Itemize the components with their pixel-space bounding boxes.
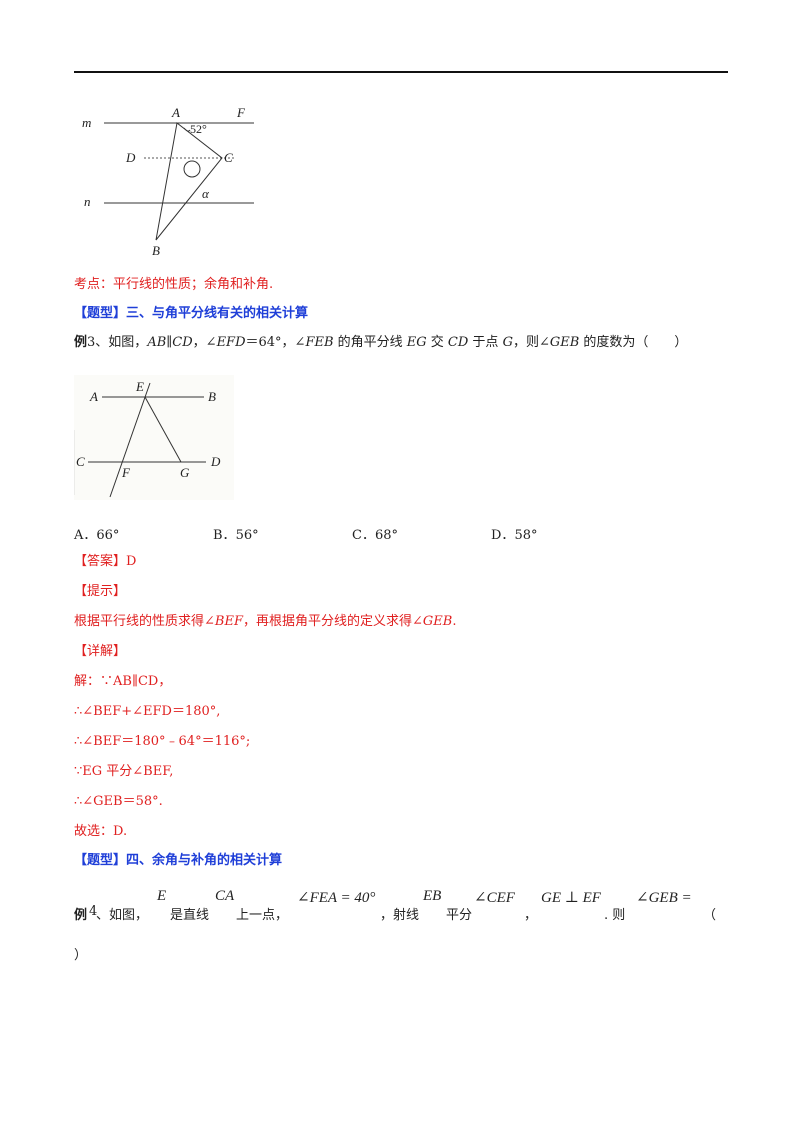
example-4-text-6: ，: [524, 908, 538, 923]
example-4-angle-cef: ∠CEF: [474, 890, 515, 906]
example-4-number: 4: [89, 904, 98, 919]
example-3-feb: FEB: [305, 335, 334, 350]
fig2-label-c: C: [76, 454, 85, 469]
example-4-text-1: 、如图，: [96, 908, 149, 923]
example-4-text-8: （: [703, 908, 717, 923]
option-b[interactable]: B．56°: [213, 524, 259, 543]
fig1-angle-52: 52°: [190, 122, 207, 136]
option-d[interactable]: D．58°: [491, 524, 537, 543]
example-4-text-7: . 则: [604, 908, 626, 923]
hint-text-c: ，再根据角平分线的定义求得∠: [242, 614, 423, 629]
fig2-label-g: G: [180, 465, 190, 480]
header-rule: [74, 71, 728, 73]
solution-step-4: ∵EG 平分∠BEF,: [74, 764, 174, 779]
example-3-geb: GEB: [549, 335, 580, 350]
example-4-prefix: 例: [74, 908, 88, 923]
answer-label: 【答案】: [74, 554, 127, 569]
hint-text: 根据平行线的性质求得∠BEF，再根据角平分线的定义求得∠GEB.: [74, 613, 456, 631]
option-b-value: 56°: [235, 528, 259, 543]
hint-text-a: 根据平行线的性质求得∠: [74, 614, 215, 629]
fig2-label-e: E: [135, 379, 144, 394]
example-3-cd-2: CD: [447, 335, 469, 350]
example-4-text-5: 平分: [446, 908, 473, 923]
example-4-e: E: [157, 888, 167, 904]
option-c[interactable]: C．68°: [352, 524, 398, 543]
hint-text-geb: GEB: [422, 614, 453, 629]
example-4-text-4: ，射线: [380, 908, 420, 923]
option-a[interactable]: A．66°: [74, 524, 119, 543]
option-b-letter: B．: [213, 528, 236, 543]
example-4-text-9: ）: [74, 948, 88, 963]
figure-2-angle-bisector: A E B C F G D: [74, 375, 234, 500]
hint-text-bef: BEF: [214, 614, 243, 629]
example-4-angle-geb: ∠GEB =: [636, 890, 692, 906]
fig1-angle-alpha: α: [202, 186, 210, 201]
fig1-label-m: m: [82, 115, 91, 130]
fig1-label-c: C: [224, 150, 233, 165]
option-a-value: 66°: [96, 528, 120, 543]
hint-label: 【提示】: [74, 584, 127, 599]
fig1-label-d: D: [125, 150, 136, 165]
kaodian-line: 考点：平行线的性质；余角和补角.: [74, 277, 274, 292]
hint-text-e: .: [452, 614, 457, 629]
example-3-prefix: 例: [74, 335, 88, 350]
answer-line: 【答案】D: [74, 553, 136, 571]
solution-step-3: ∴∠BEF＝180°﹣64°＝116°;: [74, 734, 251, 749]
option-d-value: 58°: [514, 528, 538, 543]
example-3-text-e: 交: [426, 335, 448, 350]
fig1-label-b: B: [152, 243, 160, 258]
option-c-value: 68°: [374, 528, 398, 543]
solution-step-5: ∴∠GEB＝58°.: [74, 794, 163, 809]
example-3-question: 例3、如图，AB∥CD，∠EFD＝64°，∠FEB 的角平分线 EG 交 CD …: [74, 334, 687, 352]
fig2-label-b: B: [208, 389, 216, 404]
example-4-text-3: 上一点，: [236, 908, 289, 923]
example-3-text-a: 、如图，: [95, 335, 148, 350]
option-c-letter: C．: [352, 528, 375, 543]
example-3-eg: EG: [406, 335, 427, 350]
example-4-ca: CA: [215, 888, 235, 904]
fig2-label-d: D: [210, 454, 221, 469]
example-4-angle-fea: ∠FEA = 40°: [297, 890, 376, 906]
example-4-eb: EB: [423, 888, 442, 904]
example-3-text-b: ，∠: [192, 335, 217, 350]
example-4-perp: GE ⊥ EF: [541, 890, 601, 906]
answer-value: D: [126, 554, 137, 569]
fig2-label-a: A: [89, 389, 98, 404]
example-3-cd: CD: [172, 335, 193, 350]
option-a-letter: A．: [74, 528, 97, 543]
example-3-efd: EFD: [216, 335, 246, 350]
example-3-text-g: ，则∠: [512, 335, 550, 350]
fig2-label-f: F: [121, 465, 131, 480]
example-3-text-d: 的角平分线: [333, 335, 407, 350]
fig1-label-n: n: [84, 194, 91, 209]
example-3-text-h: 的度数为（ ）: [579, 335, 688, 350]
example-3-text-c: ＝64°，∠: [245, 335, 306, 350]
fig1-label-a: A: [171, 105, 180, 120]
section-4-title: 【题型】四、余角与补角的相关计算: [74, 853, 283, 868]
solution-step-1: 解：∵AB∥CD，: [74, 674, 172, 689]
example-3-text-f: 于点: [468, 335, 503, 350]
example-4-text-2: 是直线: [170, 908, 210, 923]
option-d-letter: D．: [491, 528, 515, 543]
solution-step-6: 故选：D.: [74, 824, 128, 839]
example-3-number: 3: [87, 335, 96, 350]
example-3-g: G: [502, 335, 513, 350]
detail-label: 【详解】: [74, 644, 127, 659]
example-3-parallel: ∥: [166, 335, 173, 350]
example-3-ab: AB: [147, 335, 167, 350]
fig1-label-f: F: [236, 105, 246, 120]
figure-1-parallel-lines: m n A F D C B 52° α: [82, 105, 254, 258]
section-3-title: 【题型】三、与角平分线有关的相关计算: [74, 306, 309, 321]
solution-step-2: ∴∠BEF+∠EFD＝180°,: [74, 704, 221, 719]
